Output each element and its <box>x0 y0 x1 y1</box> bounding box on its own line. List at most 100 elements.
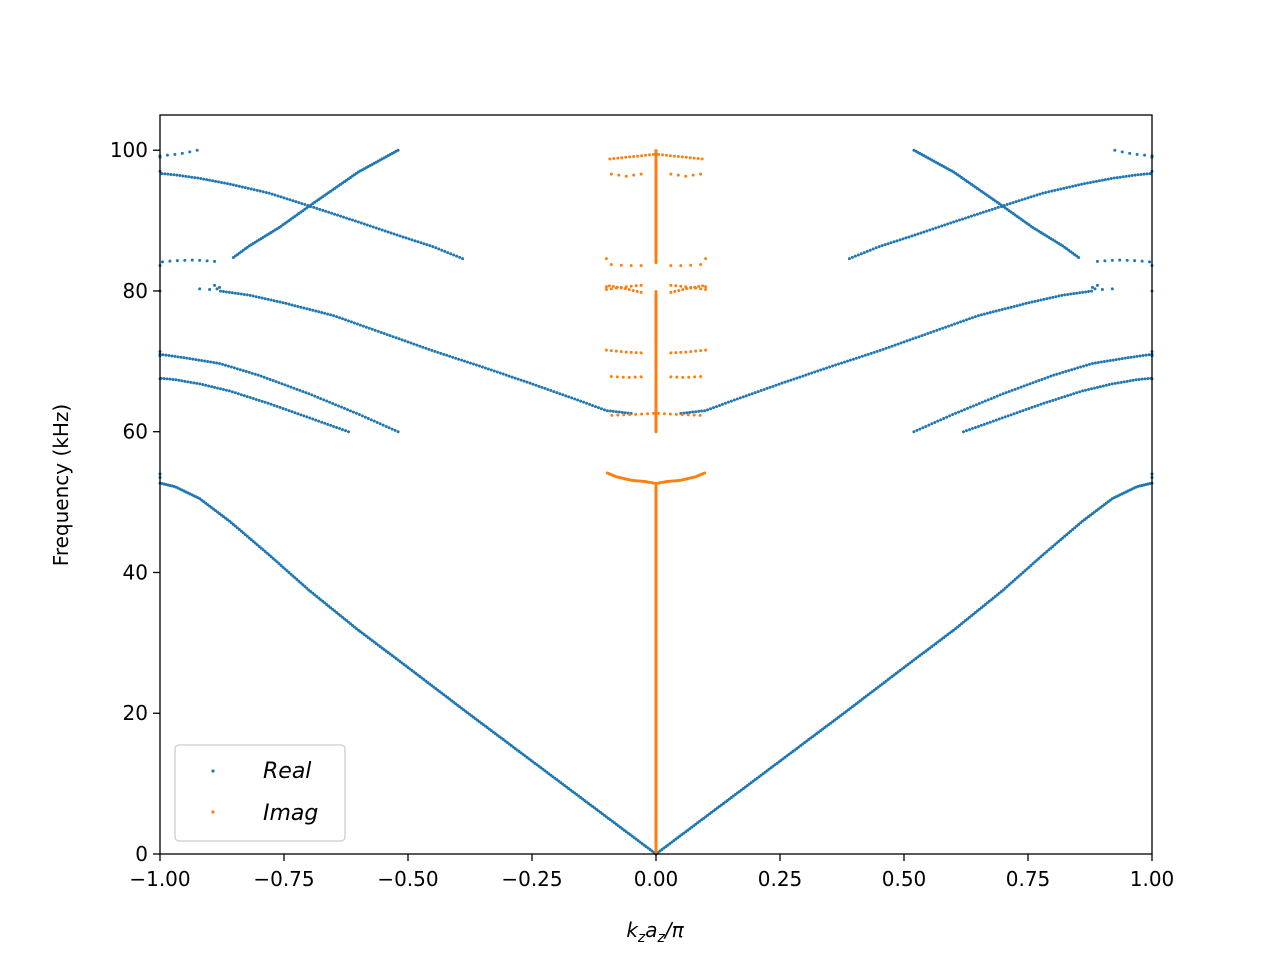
real-point <box>1026 196 1030 200</box>
real-point <box>966 215 970 219</box>
real-point <box>477 364 481 368</box>
real-point <box>938 327 942 331</box>
real-point <box>895 239 899 243</box>
real-point <box>309 590 313 594</box>
real-point <box>208 178 212 182</box>
real-point <box>231 522 235 526</box>
y-axis-label: Frequency (kHz) <box>49 404 73 566</box>
real-point <box>605 409 609 413</box>
real-point <box>1081 389 1085 393</box>
real-point <box>1054 295 1058 299</box>
real-point <box>1063 395 1067 399</box>
real-point <box>765 386 769 390</box>
imag-point <box>652 411 656 415</box>
real-point <box>1021 570 1025 574</box>
real-point <box>343 406 347 410</box>
real-point <box>356 220 360 224</box>
real-point <box>905 339 909 343</box>
real-point <box>1011 201 1015 205</box>
real-point <box>205 178 209 182</box>
real-point <box>177 378 181 382</box>
real-point <box>365 223 369 227</box>
real-point <box>307 392 311 396</box>
real-point <box>913 233 917 237</box>
real-point <box>970 316 974 320</box>
imag-point <box>619 285 623 289</box>
real-point <box>1077 183 1081 187</box>
real-point <box>337 404 341 408</box>
imag-point <box>679 264 683 268</box>
real-point <box>1027 565 1031 569</box>
real-point <box>312 205 316 209</box>
imag-point <box>669 290 673 294</box>
real-point <box>762 387 766 391</box>
real-point <box>948 414 952 418</box>
real-point <box>329 423 333 427</box>
real-point <box>198 382 202 386</box>
real-point <box>1115 176 1119 180</box>
real-point <box>291 199 295 203</box>
real-point <box>1052 373 1056 377</box>
real-point <box>1062 186 1066 190</box>
legend-real-marker <box>211 769 215 773</box>
real-point <box>706 408 710 412</box>
x-tick-label: −0.25 <box>501 867 562 891</box>
real-point <box>455 254 459 258</box>
real-point <box>558 392 562 396</box>
real-point <box>287 409 291 413</box>
real-point <box>1012 304 1016 308</box>
real-point <box>989 598 993 602</box>
real-point <box>980 400 984 404</box>
real-point <box>1114 358 1118 362</box>
imag-point <box>701 284 705 288</box>
real-point <box>341 615 345 619</box>
imag-point <box>692 156 696 160</box>
real-point <box>263 550 267 553</box>
real-point <box>1079 365 1083 369</box>
real-point <box>516 377 520 381</box>
real-point <box>522 379 526 383</box>
real-point <box>995 394 999 398</box>
real-point <box>183 379 187 383</box>
imag-point <box>639 375 643 379</box>
real-point <box>250 371 254 375</box>
real-point <box>983 399 987 403</box>
real-point <box>993 206 997 210</box>
x-tick-label: 1.00 <box>1130 867 1175 891</box>
imag-point <box>676 155 680 159</box>
real-point <box>1110 258 1114 262</box>
real-point <box>914 336 918 340</box>
real-point <box>327 604 331 608</box>
real-point <box>325 399 329 403</box>
real-point <box>623 411 627 415</box>
real-point <box>204 383 208 387</box>
real-point <box>377 227 381 231</box>
real-point <box>941 326 945 330</box>
real-point <box>395 233 399 237</box>
real-point <box>1016 386 1020 390</box>
real-point <box>890 344 894 348</box>
real-point <box>1015 411 1019 415</box>
imag-point <box>624 174 628 178</box>
real-point <box>272 403 276 407</box>
real-point <box>956 625 960 629</box>
real-point <box>924 424 928 428</box>
real-point <box>952 220 956 224</box>
real-point <box>1072 392 1076 396</box>
real-point <box>973 425 977 429</box>
real-point <box>451 355 455 359</box>
real-point <box>1029 195 1033 199</box>
real-point <box>293 576 297 580</box>
real-point <box>780 381 784 385</box>
real-point <box>1148 260 1152 264</box>
imag-point <box>699 172 703 176</box>
real-point <box>1040 377 1044 381</box>
real-point <box>224 290 228 294</box>
imag-point <box>689 285 693 289</box>
real-point <box>1098 385 1102 389</box>
imag-point <box>680 413 684 417</box>
real-point <box>1069 393 1073 397</box>
real-point <box>308 416 312 420</box>
real-point <box>925 229 929 233</box>
real-point <box>747 393 751 397</box>
